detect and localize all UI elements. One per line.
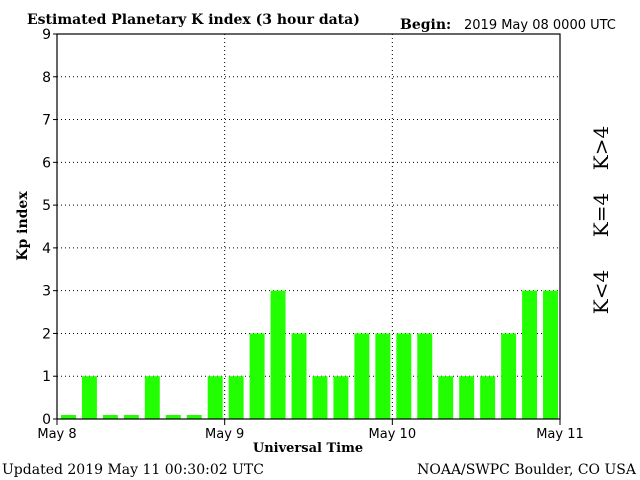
kp-bar <box>543 290 558 419</box>
x-tick-labels: May 8 May 9 May 10 May 11 <box>37 419 584 442</box>
legend-low: K<4 <box>589 270 613 314</box>
y-axis-label: Kp index <box>15 191 31 261</box>
updated-text: Updated 2019 May 11 00:30:02 UTC <box>2 462 264 478</box>
x-tick-label: May 9 <box>205 427 244 442</box>
x-axis-label: Universal Time <box>253 441 363 456</box>
bars <box>61 290 558 419</box>
kp-bar <box>249 333 265 419</box>
x-tick-label: May 10 <box>369 427 417 442</box>
kp-bar <box>480 376 496 419</box>
kp-bar <box>501 333 517 419</box>
y-tick-label: 7 <box>42 113 51 129</box>
y-tick-label: 3 <box>42 284 51 300</box>
kp-bar <box>102 415 118 419</box>
y-tick-labels: 0 1 2 3 4 5 6 7 8 9 <box>42 27 57 428</box>
kp-bar <box>144 376 160 419</box>
y-tick-label: 8 <box>42 70 51 86</box>
credit-text: NOAA/SWPC Boulder, CO USA <box>417 462 637 478</box>
kp-bar <box>396 333 412 419</box>
begin-value: 2019 May 08 0000 UTC <box>464 18 616 33</box>
y-tick-label: 4 <box>42 241 51 257</box>
kp-bar <box>186 415 202 419</box>
kp-bar <box>228 376 244 419</box>
y-tick-label: 9 <box>42 27 51 43</box>
kp-bar <box>291 333 307 419</box>
kp-bar <box>270 290 286 419</box>
kp-bar <box>81 376 97 419</box>
legend-high: K>4 <box>589 126 613 170</box>
legend-equal: K=4 <box>589 193 613 237</box>
kp-bar <box>312 376 328 419</box>
y-tick-label: 2 <box>42 326 51 342</box>
kp-bar <box>354 333 370 419</box>
plot-frame <box>56 33 561 420</box>
grid-lines <box>57 33 560 419</box>
y-tick-label: 0 <box>42 412 51 428</box>
kp-bar <box>459 376 475 419</box>
y-tick-label: 6 <box>42 155 51 171</box>
kp-bar <box>207 376 223 419</box>
kp-bar <box>522 290 538 419</box>
begin-label: Begin: <box>400 17 451 33</box>
y-tick-label: 1 <box>42 369 51 385</box>
y-tick-label: 5 <box>42 198 51 214</box>
kp-bar <box>375 333 391 419</box>
kp-bar <box>165 415 181 419</box>
kp-bar <box>438 376 454 419</box>
kp-bar <box>417 333 433 419</box>
x-tick-label: May 11 <box>536 427 584 442</box>
kp-bar <box>123 415 139 419</box>
x-tick-label: May 8 <box>37 427 76 442</box>
kp-bar <box>61 415 76 419</box>
chart-title: Estimated Planetary K index (3 hour data… <box>27 12 360 28</box>
kp-bar <box>333 376 349 419</box>
